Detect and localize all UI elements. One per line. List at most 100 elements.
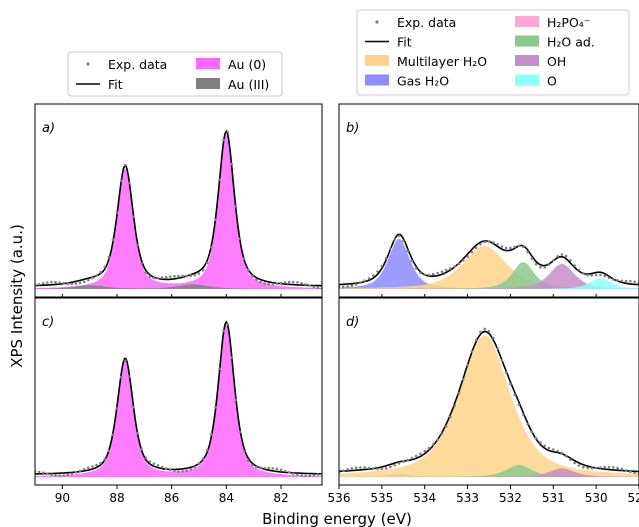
exp-data-point: [111, 433, 115, 437]
exp-data-point: [263, 466, 266, 470]
exp-data-point: [526, 250, 529, 253]
exp-data-point: [201, 457, 205, 460]
panel-label: a): [42, 121, 55, 136]
exp-data-point: [500, 359, 504, 362]
exp-data-point: [577, 268, 581, 272]
exp-data-point: [346, 285, 349, 288]
exp-data-point: [560, 253, 564, 256]
exp-data-point: [238, 237, 242, 240]
x-tick-label: 536: [328, 491, 351, 505]
exp-data-point: [457, 392, 461, 395]
exp-data-point: [283, 469, 287, 473]
legend-swatch-icon: [515, 16, 539, 27]
exp-data-point: [267, 466, 271, 470]
panel-a: a): [34, 103, 323, 298]
exp-data-point: [526, 422, 529, 426]
exp-data-point: [259, 280, 262, 284]
exp-data-point: [552, 448, 555, 451]
exp-data-point: [87, 278, 90, 282]
exp-data-point: [316, 286, 320, 290]
exp-data-point: [539, 265, 542, 269]
exp-data-point: [372, 467, 375, 470]
x-axis-label: Binding energy (eV): [262, 510, 412, 527]
exp-data-point: [181, 470, 184, 473]
exp-data-point: [144, 456, 147, 459]
plot-area: [339, 233, 639, 289]
exp-data-point: [238, 430, 242, 434]
x-tick-label: 88: [109, 491, 124, 505]
legend-item-exp-data: Exp. data: [86, 57, 167, 72]
exp-data-point: [78, 281, 82, 285]
exp-data-point: [594, 273, 598, 277]
exp-data-point: [414, 267, 418, 270]
exp-data-point: [234, 398, 238, 402]
exp-data-point: [210, 433, 213, 436]
exp-data-point: [156, 464, 160, 467]
exp-data-point: [380, 467, 384, 471]
exp-data-point: [123, 359, 127, 363]
legend-item-h-po: H₂PO₄⁻: [515, 15, 590, 30]
legend-item-multilayer-h-o: Multilayer H₂O: [365, 54, 487, 69]
legend-item-fit: Fit: [76, 77, 123, 92]
legend-label: Au (0): [228, 57, 266, 72]
exp-data-point: [462, 378, 465, 381]
exp-data-point: [312, 285, 316, 289]
plot-area: [35, 129, 322, 290]
exp-data-point: [267, 282, 271, 286]
exp-data-point: [70, 282, 74, 286]
panel-frame: [338, 297, 639, 486]
exp-data-point: [99, 461, 102, 465]
x-tick-label: 534: [413, 491, 436, 505]
exp-data-point: [300, 474, 303, 477]
exp-data-point: [234, 205, 238, 208]
exp-data-point: [530, 257, 534, 260]
exp-data-point: [569, 458, 572, 462]
exp-data-point: [66, 282, 70, 286]
exp-data-point: [504, 246, 508, 250]
exp-data-point: [427, 273, 431, 277]
exp-data-point: [483, 327, 487, 331]
exp-data-point: [255, 465, 258, 469]
exp-data-point: [123, 163, 127, 167]
legend-label: O: [547, 74, 557, 89]
exp-data-point: [300, 281, 303, 285]
exp-data-point: [594, 466, 598, 470]
exp-data-point: [354, 283, 358, 286]
exp-data-point: [389, 247, 392, 250]
exp-data-point: [573, 461, 576, 465]
exp-data-point: [74, 471, 78, 474]
legend-item-fit: Fit: [365, 35, 412, 50]
exp-data-point: [453, 404, 457, 408]
exp-data-point: [259, 466, 262, 470]
legend-label: Au (III): [228, 77, 269, 92]
exp-data-point: [242, 257, 246, 260]
exp-data-point: [111, 238, 115, 241]
exp-data-point: [251, 274, 254, 278]
exp-data-point: [509, 246, 512, 250]
legend-frame: [356, 9, 630, 96]
x-tick-label: 532: [499, 491, 522, 505]
exp-data-point: [95, 463, 98, 467]
exp-data-point: [350, 467, 354, 470]
exp-data-point: [629, 280, 632, 283]
exp-data-point: [66, 473, 70, 477]
exp-data-point: [397, 234, 401, 238]
exp-data-point: [287, 471, 291, 474]
component-au-0: [35, 324, 322, 477]
exp-data-point: [449, 415, 452, 419]
exp-data-point: [316, 473, 320, 476]
exp-data-point: [620, 279, 624, 283]
exp-data-point: [367, 466, 371, 470]
exp-data-point: [586, 466, 589, 470]
exp-data-point: [607, 465, 611, 469]
exp-data-point: [308, 284, 312, 287]
legend-item-h-o-ad: H₂O ad.: [515, 35, 595, 50]
legend-item-o: O: [515, 74, 557, 89]
legend-au: Exp. data Fit Au (0) Au (III): [67, 51, 283, 97]
fit-line: [35, 129, 322, 287]
exp-data-point: [226, 323, 229, 326]
exp-data-point: [128, 181, 131, 185]
exp-data-point: [612, 466, 615, 469]
exp-data-point: [255, 278, 258, 282]
exp-data-point: [346, 468, 349, 471]
